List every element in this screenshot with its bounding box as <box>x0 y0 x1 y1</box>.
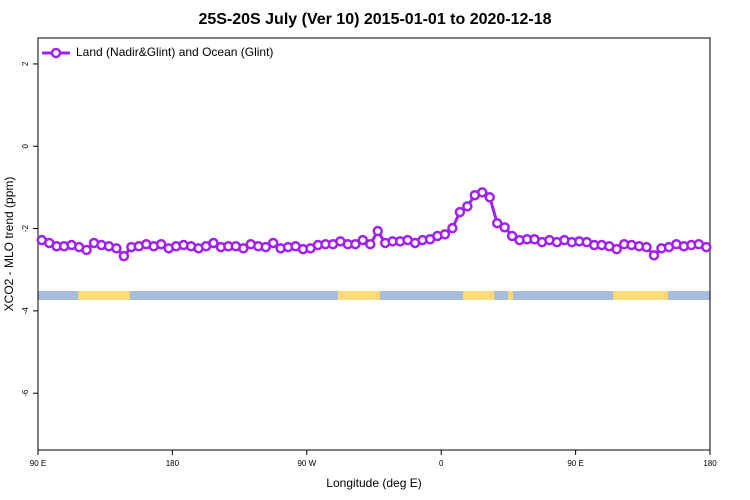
data-point <box>611 243 622 255</box>
data-point <box>454 206 466 218</box>
data-point <box>439 229 451 240</box>
data-point <box>118 250 130 262</box>
x-axis-label: Longitude (deg E) <box>326 476 421 490</box>
x-tick-label: 90 E <box>30 459 46 468</box>
data-point <box>357 234 369 246</box>
x-tick-label: 90 E <box>567 459 583 468</box>
land-band <box>78 291 130 300</box>
y-tick-label: 0 <box>21 143 30 148</box>
data-point <box>155 238 167 250</box>
data-point <box>350 238 361 250</box>
surface-band <box>38 291 710 300</box>
land-band <box>508 291 513 300</box>
data-point <box>111 243 122 254</box>
data-point <box>208 237 219 249</box>
legend-label: Land (Nadir&Glint) and Ocean (Glint) <box>76 45 273 59</box>
x-tick-label: 90 W <box>297 459 316 468</box>
y-axis-label: XCO2 - MLO trend (ppm) <box>2 177 16 312</box>
y-tick-label: 2 <box>21 61 30 66</box>
data-point <box>499 222 510 233</box>
data-point <box>260 241 271 253</box>
data-point <box>641 241 652 253</box>
legend-marker <box>50 47 62 59</box>
y-tick-label: -4 <box>21 307 30 315</box>
data-point <box>372 225 383 237</box>
x-tick-label: 180 <box>703 459 717 468</box>
data-point <box>648 250 660 261</box>
land-band <box>338 291 380 300</box>
y-tick-label: -2 <box>21 224 30 232</box>
data-point <box>81 244 92 256</box>
x-tick-label: 180 <box>166 459 180 468</box>
x-tick-label: 0 <box>439 459 444 468</box>
data-point <box>701 241 712 253</box>
data-point <box>365 238 376 250</box>
data-point <box>238 243 249 254</box>
chart-title: 25S-20S July (Ver 10) 2015-01-01 to 2020… <box>198 11 551 28</box>
data-point <box>484 192 495 203</box>
land-band <box>613 291 668 300</box>
data-point <box>477 187 488 198</box>
data-point <box>447 222 458 234</box>
data-point <box>491 217 503 229</box>
land-band <box>463 291 494 300</box>
data-point <box>462 201 473 212</box>
y-tick-label: -6 <box>21 389 30 397</box>
data-point <box>267 237 279 249</box>
data-point <box>506 230 518 242</box>
